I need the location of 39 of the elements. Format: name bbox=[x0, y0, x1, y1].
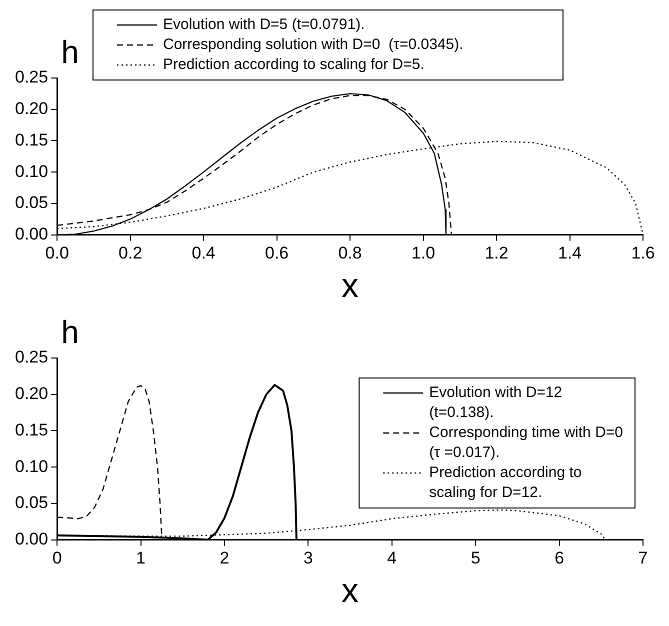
y-tick-label: 0.15 bbox=[14, 420, 48, 440]
x-tick-label: 1.0 bbox=[411, 244, 436, 263]
legend-label: Corresponding solution with D=0 (τ=0.0345). bbox=[163, 36, 464, 54]
x-axis-title: x bbox=[342, 266, 359, 305]
y-tick-label: 0.25 bbox=[14, 348, 48, 367]
legend-label: Corresponding time with D=0 (τ =0.017). bbox=[429, 424, 623, 462]
y-tick-label: 0.00 bbox=[14, 529, 48, 548]
y-tick-label: 0.05 bbox=[14, 493, 48, 512]
legend-label: Evolution with D=5 (t=0.0791). bbox=[163, 16, 365, 34]
y-axis-title: h bbox=[61, 314, 79, 350]
y-tick-label: 0.25 bbox=[14, 68, 48, 87]
x-axis-title: x bbox=[342, 572, 359, 610]
y-tick-label: 0.00 bbox=[14, 224, 48, 244]
y-tick-label: 0.10 bbox=[14, 162, 48, 181]
y-axis-title: h bbox=[61, 34, 79, 70]
x-tick-label: 0 bbox=[52, 548, 62, 568]
y-tick-label: 0.15 bbox=[14, 130, 48, 150]
x-tick-label: 0.8 bbox=[338, 244, 362, 263]
x-tick-label: 0.4 bbox=[192, 244, 216, 263]
legend-label: Evolution with D=12 (t=0.138). bbox=[429, 384, 562, 422]
legend-label: Prediction according to scaling for D=5. bbox=[163, 56, 424, 74]
x-tick-label: 1.6 bbox=[631, 244, 655, 263]
y-tick-label: 0.20 bbox=[14, 384, 48, 404]
x-tick-label: 5 bbox=[470, 548, 480, 568]
x-tick-label: 1 bbox=[136, 548, 146, 568]
legend-label: Prediction according to scaling for D=12. bbox=[429, 464, 582, 502]
y-tick-label: 0.20 bbox=[14, 99, 48, 118]
x-tick-label: 0.6 bbox=[264, 244, 289, 263]
x-tick-label: 6 bbox=[554, 548, 564, 568]
x-tick-label: 2 bbox=[220, 548, 230, 568]
x-tick-label: 0.0 bbox=[45, 244, 69, 263]
y-tick-label: 0.05 bbox=[14, 193, 48, 212]
x-tick-label: 0.2 bbox=[118, 244, 142, 263]
x-tick-label: 3 bbox=[303, 548, 313, 568]
x-tick-label: 4 bbox=[387, 548, 397, 568]
x-tick-label: 7 bbox=[638, 548, 648, 568]
x-tick-label: 1.4 bbox=[558, 244, 582, 263]
x-tick-label: 1.2 bbox=[484, 244, 508, 263]
y-tick-label: 0.10 bbox=[14, 456, 48, 476]
